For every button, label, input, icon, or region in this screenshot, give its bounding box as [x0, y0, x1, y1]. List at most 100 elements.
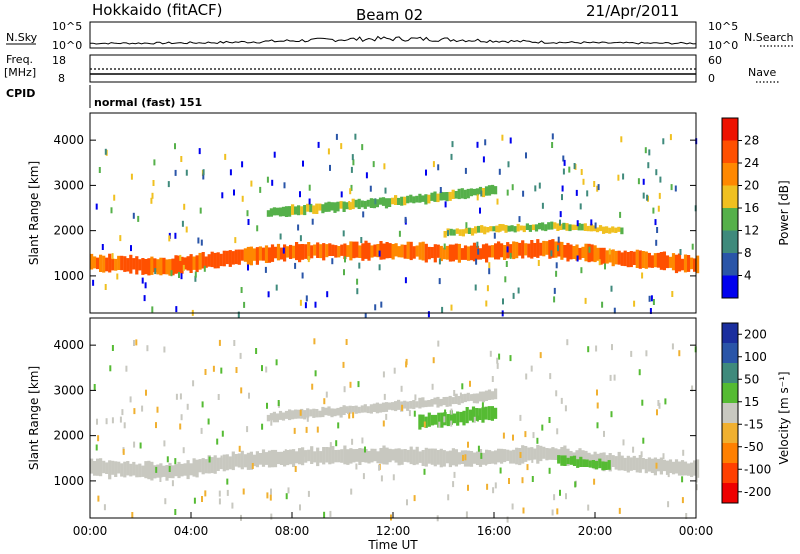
- echo-cell-0-43: [219, 457, 223, 470]
- echo-cell-0-176: [620, 252, 624, 266]
- echo-cell-2-45: [580, 223, 584, 231]
- scatter-cell-88: [506, 516, 509, 523]
- scatter-cell-7: [438, 278, 441, 285]
- scatter-cell-20: [220, 455, 223, 462]
- scatter-cell-10: [261, 423, 264, 430]
- echo-cell-0-69: [298, 448, 302, 465]
- scatter-cell-4: [541, 424, 544, 431]
- echo-cell-0-34: [192, 458, 196, 477]
- scatter-cell-80: [144, 282, 147, 289]
- colorbar-tick-label-3: 16: [744, 201, 759, 215]
- echo-cell-1-32: [363, 200, 367, 209]
- echo-cell-1-29: [354, 405, 358, 414]
- echo-cell-0-18: [144, 259, 148, 275]
- scatter-cell-68: [133, 408, 136, 415]
- scatter-cell-211: [323, 398, 326, 405]
- echo-cell-0-4: [102, 255, 106, 273]
- echo-cell-0-10: [120, 255, 124, 271]
- echo-cell-0-84: [343, 243, 347, 260]
- scatter-cell-1: [662, 453, 665, 460]
- scatter-cell-158: [121, 409, 124, 416]
- colorbar-tick-label-1: 8: [744, 246, 752, 260]
- scatter-cell-78: [423, 421, 426, 428]
- scatter-cell-190: [489, 350, 492, 357]
- scatter-cell-225: [610, 285, 613, 292]
- echo-cell-3-12: [595, 460, 599, 470]
- scatter-cell-146: [294, 466, 297, 472]
- echo-cell-0-62: [276, 451, 281, 465]
- echo-cell-1-18: [321, 406, 325, 418]
- scatter-cell-1: [329, 164, 331, 171]
- echo-cell-2-11: [453, 413, 457, 424]
- scatter-cell-243: [586, 190, 589, 197]
- scatter-cell-234: [427, 311, 430, 318]
- nsky-trace: [89, 35, 697, 45]
- echo-cell-2-3: [452, 229, 456, 236]
- scatter-cell-214: [681, 497, 684, 504]
- echo-cell-0-60: [270, 449, 275, 468]
- echo-cell-1-65: [463, 189, 467, 200]
- scatter-cell-237: [644, 147, 647, 154]
- echo-cell-1-20: [327, 201, 331, 212]
- echo-cell-0-118: [445, 451, 449, 464]
- scatter-cell-249: [477, 248, 480, 255]
- scatter-cell-241: [159, 476, 162, 482]
- scatter-cell-187: [636, 461, 639, 468]
- power-echoes: [90, 133, 700, 319]
- echo-cell-1-69: [475, 393, 479, 404]
- echo-cell-1-9: [294, 206, 298, 215]
- echo-cell-3-14: [601, 461, 605, 471]
- echo-cell-2-5: [458, 229, 462, 236]
- scatter-cell-127: [610, 411, 613, 418]
- echo-cell-0-6: [108, 253, 112, 273]
- scatter-cell-19: [506, 189, 509, 196]
- echo-cell-0-123: [460, 248, 464, 260]
- echo-cell-1-17: [318, 203, 322, 211]
- scatter-cell-53: [242, 488, 245, 495]
- scatter-cell-206: [151, 192, 154, 199]
- scatter-cell-94: [125, 365, 128, 372]
- scatter-cell-133: [658, 402, 661, 409]
- echo-cell-0-117: [442, 450, 446, 467]
- echo-cell-0-53: [249, 246, 253, 266]
- echo-cell-0-199: [690, 257, 694, 270]
- echo-cell-0-186: [650, 255, 654, 268]
- scatter-cell-69: [168, 466, 171, 472]
- echo-cell-2-7: [464, 228, 468, 234]
- scatter-cell-148: [481, 402, 484, 409]
- scatter-cell-89: [580, 169, 583, 175]
- scatter-cell-96: [593, 478, 596, 485]
- scatter-cell-175: [186, 403, 189, 410]
- scatter-cell-257: [185, 169, 188, 176]
- echo-cell-2-11: [477, 225, 481, 233]
- echo-cell-0-87: [352, 241, 356, 259]
- scatter-cell-160: [476, 415, 479, 422]
- scatter-cell-248: [658, 192, 661, 199]
- echo-cell-0-150: [542, 446, 546, 459]
- scatter-cell-124: [590, 219, 593, 226]
- echo-cell-0-13: [129, 254, 133, 274]
- colorbar-swatch-2: [722, 363, 738, 384]
- scatter-cell-194: [504, 276, 507, 283]
- scatter-cell-253: [103, 504, 106, 511]
- nave-tick-top: 60: [708, 54, 722, 67]
- scatter-cell-54: [97, 435, 100, 442]
- freq-panel: Freq. [MHz] 18 8 60 0 Nave: [4, 53, 780, 85]
- scatter-cell-57: [130, 245, 132, 252]
- echo-cell-3-15: [604, 461, 608, 470]
- echo-cell-3-0: [557, 455, 561, 464]
- scatter-cell-209: [183, 203, 186, 210]
- echo-cell-0-140: [512, 449, 516, 464]
- scatter-cell-127: [512, 292, 515, 299]
- echo-cell-0-167: [593, 451, 597, 470]
- scatter-cell-137: [179, 254, 182, 261]
- echo-cell-2-50: [595, 227, 600, 233]
- scatter-cell-82: [655, 169, 658, 176]
- echo-cell-0-166: [590, 244, 594, 262]
- echo-cell-2-57: [617, 226, 621, 232]
- echo-cell-3-9: [585, 459, 589, 467]
- echo-cell-0-77: [322, 447, 326, 465]
- scatter-cell-168: [361, 437, 364, 444]
- scatter-cell-185: [181, 220, 184, 227]
- scatter-cell-8: [443, 243, 446, 250]
